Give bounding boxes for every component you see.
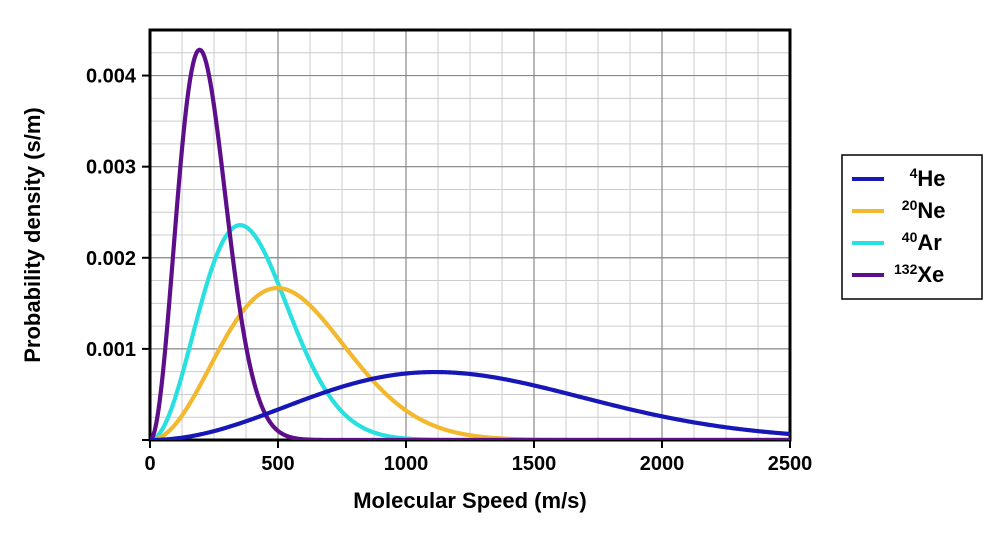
y-tick-label: 0.001 bbox=[86, 339, 136, 361]
x-tick-label: 500 bbox=[261, 453, 294, 475]
x-tick-label: 1000 bbox=[384, 453, 429, 475]
x-tick-label: 1500 bbox=[512, 453, 557, 475]
y-axis-title: Probability density (s/m) bbox=[20, 107, 45, 363]
chart-container: 0 500 1000 1500 2000 2500 0.001 0.002 0.003 0.004… bbox=[0, 0, 1000, 541]
x-axis-title: Molecular Speed (m/s) bbox=[353, 488, 587, 513]
grid bbox=[150, 30, 790, 440]
x-tick-label: 2500 bbox=[768, 453, 813, 475]
x-tick-label: 0 bbox=[144, 453, 155, 475]
legend: 4He 20Ne 40Ar132Xe bbox=[842, 155, 982, 299]
y-tick-label: 0.003 bbox=[86, 157, 136, 179]
x-tick-label: 2000 bbox=[640, 453, 685, 475]
chart-svg: 0 500 1000 1500 2000 2500 0.001 0.002 0.003 0.004… bbox=[0, 0, 1000, 541]
y-tick-label: 0.002 bbox=[86, 248, 136, 270]
y-tick-label: 0.004 bbox=[86, 66, 137, 88]
